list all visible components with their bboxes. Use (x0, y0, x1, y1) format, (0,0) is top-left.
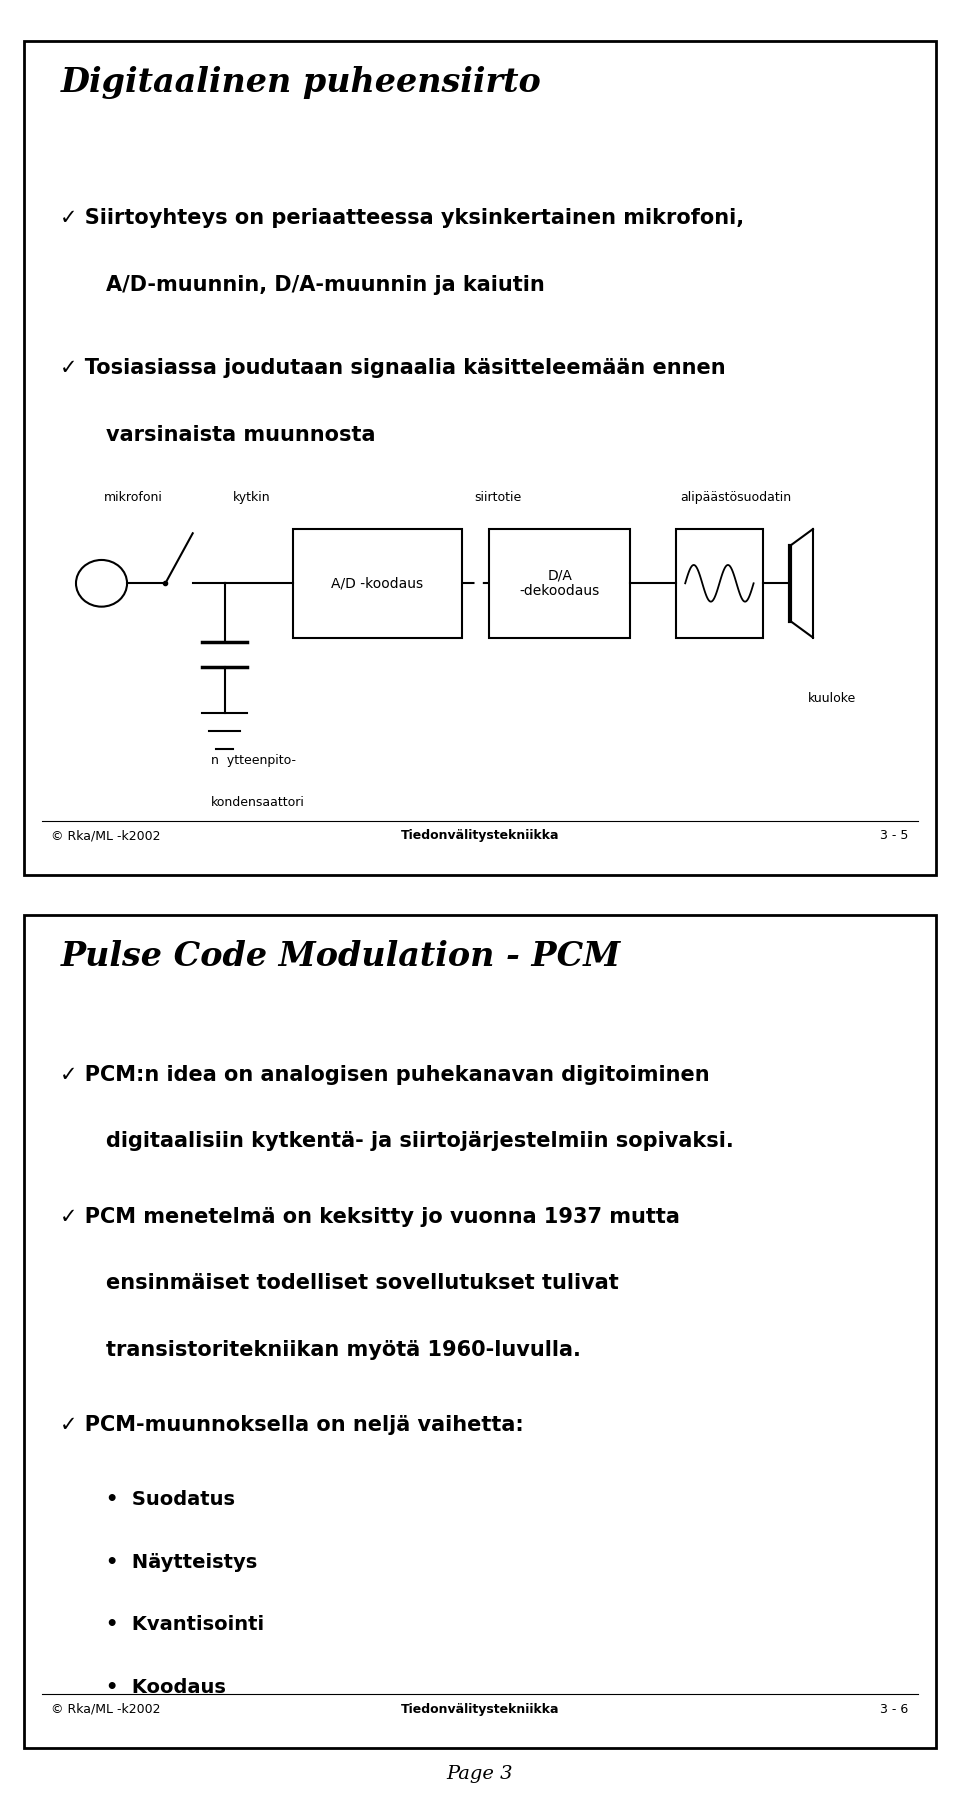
Text: ✓ Siirtoyhteys on periaatteessa yksinkertainen mikrofoni,: ✓ Siirtoyhteys on periaatteessa yksinker… (60, 208, 745, 228)
Text: mikrofoni: mikrofoni (104, 491, 163, 505)
Text: n  ytteenpito-: n ytteenpito- (211, 755, 296, 767)
Bar (489, 528, 631, 638)
Text: •  Näytteistys: • Näytteistys (106, 1553, 257, 1572)
Text: •  Suodatus: • Suodatus (106, 1490, 235, 1509)
Text: ✓ PCM:n idea on analogisen puhekanavan digitoiminen: ✓ PCM:n idea on analogisen puhekanavan d… (60, 1066, 710, 1085)
Text: transistoritekniikan myötä 1960-luvulla.: transistoritekniikan myötä 1960-luvulla. (106, 1341, 581, 1360)
Text: Pulse Code Modulation - PCM: Pulse Code Modulation - PCM (60, 940, 621, 972)
Text: © Rka/ML -k2002: © Rka/ML -k2002 (52, 828, 161, 843)
Text: D/A
-dekoodaus: D/A -dekoodaus (519, 568, 600, 598)
Text: 3 - 6: 3 - 6 (880, 1702, 908, 1716)
Bar (676, 528, 762, 638)
Text: ✓ PCM menetelmä on keksitty jo vuonna 1937 mutta: ✓ PCM menetelmä on keksitty jo vuonna 19… (60, 1206, 681, 1227)
Text: ensinmäiset todelliset sovellutukset tulivat: ensinmäiset todelliset sovellutukset tul… (106, 1274, 619, 1294)
Text: digitaalisiin kytkentä- ja siirtojärjestelmiin sopivaksi.: digitaalisiin kytkentä- ja siirtojärjest… (106, 1132, 733, 1152)
Text: Tiedonvälitystekniikka: Tiedonvälitystekniikka (400, 828, 560, 843)
Text: varsinaista muunnosta: varsinaista muunnosta (106, 424, 375, 446)
Text: ✓ Tosiasiassa joudutaan signaalia käsitteleemään ennen: ✓ Tosiasiassa joudutaan signaalia käsitt… (60, 358, 726, 377)
Text: Digitaalinen puheensiirto: Digitaalinen puheensiirto (60, 66, 541, 99)
Text: 3 - 5: 3 - 5 (880, 828, 908, 843)
Text: alipäästösuodatin: alipäästösuodatin (680, 491, 791, 505)
Text: A/D-muunnin, D/A-muunnin ja kaiutin: A/D-muunnin, D/A-muunnin ja kaiutin (106, 275, 545, 295)
Text: siirtotie: siirtotie (474, 491, 522, 505)
Text: kuuloke: kuuloke (808, 692, 856, 704)
Text: kytkin: kytkin (233, 491, 271, 505)
Text: Tiedonvälitystekniikka: Tiedonvälitystekniikka (400, 1702, 560, 1716)
Text: © Rka/ML -k2002: © Rka/ML -k2002 (52, 1702, 161, 1716)
Text: Page 3: Page 3 (446, 1765, 514, 1783)
Text: •  Koodaus: • Koodaus (106, 1678, 226, 1696)
Text: kondensaattori: kondensaattori (211, 796, 305, 809)
Text: ✓ PCM-muunnoksella on neljä vaihetta:: ✓ PCM-muunnoksella on neljä vaihetta: (60, 1414, 524, 1436)
Text: •  Kvantisointi: • Kvantisointi (106, 1616, 264, 1633)
Bar (293, 528, 462, 638)
Text: A/D -koodaus: A/D -koodaus (331, 577, 423, 589)
